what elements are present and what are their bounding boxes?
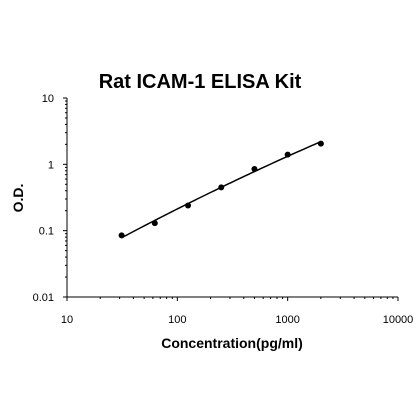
x-tick-label: 100 xyxy=(168,314,186,326)
y-tick-label: 1 xyxy=(48,159,54,171)
data-point xyxy=(118,232,125,239)
y-axis-label: O.D. xyxy=(10,184,26,213)
x-axis-label: Concentration(pg/ml) xyxy=(161,335,303,351)
data-point xyxy=(151,220,158,227)
x-tick-label: 10000 xyxy=(383,314,414,326)
y-tick-label: 0.01 xyxy=(33,292,54,304)
y-tick-label: 10 xyxy=(42,93,54,105)
plot-area: 0.01 0.1 1 10 10 100 1000 10000 xyxy=(33,93,414,326)
chart-title: Rat ICAM-1 ELISA Kit xyxy=(99,71,302,93)
data-point xyxy=(251,166,258,173)
data-point xyxy=(317,140,324,147)
data-point xyxy=(185,202,192,209)
x-tick-label: 10 xyxy=(61,314,73,326)
data-point xyxy=(284,151,291,158)
x-tick-label: 1000 xyxy=(275,314,299,326)
y-tick-label: 0.1 xyxy=(39,226,54,238)
data-point xyxy=(218,184,225,191)
